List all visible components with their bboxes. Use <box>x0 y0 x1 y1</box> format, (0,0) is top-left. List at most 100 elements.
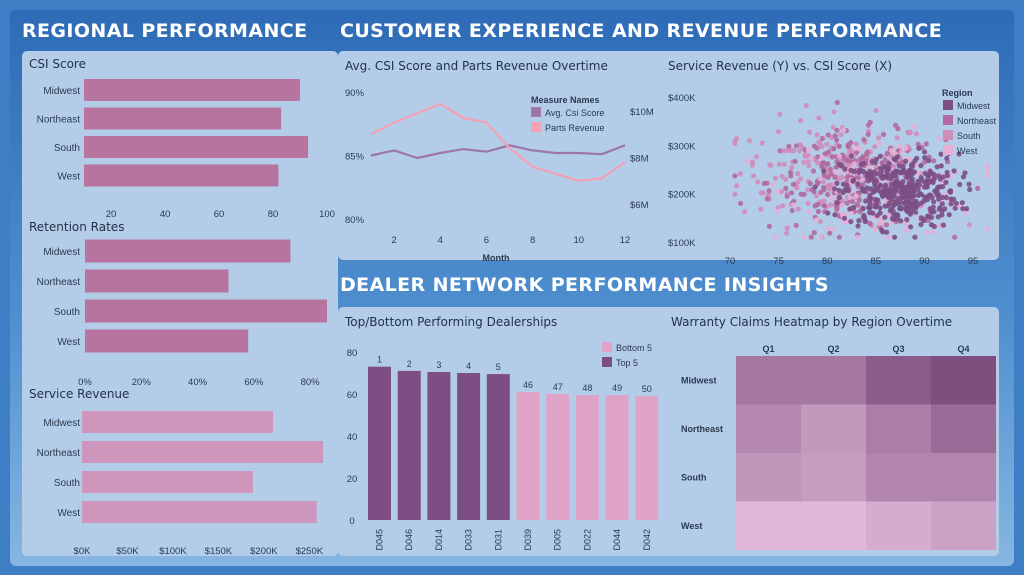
scatter-point-midwest <box>944 155 950 161</box>
scatter-point-northeast <box>925 217 931 223</box>
dealer-rank-6: 47 <box>553 382 563 392</box>
scatter-point-midwest <box>922 155 928 161</box>
scatter-x-tick-2: 80 <box>822 256 833 267</box>
scatter-point-northeast <box>821 187 827 193</box>
scatter-point-south <box>796 148 803 154</box>
dealer-y-tick-2: 40 <box>347 432 358 443</box>
heatmap-cell-1-0 <box>736 404 801 453</box>
scatter-point-midwest <box>821 168 827 174</box>
scatter-point-south <box>780 203 786 209</box>
service-bar-3 <box>82 501 317 523</box>
scatter-point-midwest <box>911 169 917 175</box>
scatter-legend-swatch-3 <box>943 145 953 155</box>
scatter-point-west <box>903 221 910 227</box>
scatter-point-midwest <box>891 216 897 222</box>
scatter-legend-swatch-1 <box>943 115 953 125</box>
scatter-point-midwest <box>936 192 942 198</box>
dealer-label-8: D044 <box>612 529 622 551</box>
scatter-point-midwest <box>948 201 954 207</box>
csi-label-3: West <box>57 172 80 183</box>
scatter-point-west <box>859 177 866 183</box>
scatter-point-south <box>772 175 779 181</box>
scatter-point-west <box>886 234 892 240</box>
scatter-point-midwest <box>891 156 897 162</box>
dealer-charts: 0 20 40 60 80 1 D045 2 D046 3 D014 4 D033 5 D031 46 D039… <box>347 342 996 551</box>
scatter-legend-label-0: Midwest <box>957 101 991 111</box>
scatter-point-west <box>924 229 930 235</box>
scatter-point-west <box>911 123 918 129</box>
scatter-point-south <box>751 173 757 179</box>
scatter-point-midwest <box>859 185 866 192</box>
scatter-point-midwest <box>908 209 914 215</box>
scatter-point-south <box>966 222 972 228</box>
scatter-point-midwest <box>890 193 896 199</box>
scatter-point-midwest <box>886 160 892 166</box>
heatmap-cell-2-3 <box>931 453 996 502</box>
scatter-point-northeast <box>865 131 871 137</box>
retention-tick-0: 0% <box>78 377 92 388</box>
dealer-panel: Top/Bottom Performing Dealerships Warran… <box>338 307 999 556</box>
scatter-point-northeast <box>761 180 767 187</box>
scatter-point-midwest <box>918 221 924 228</box>
scatter-point-south <box>795 206 801 212</box>
scatter-point-midwest <box>939 201 945 207</box>
scatter-point-midwest <box>890 203 897 209</box>
scatter-point-midwest <box>898 199 904 205</box>
heatmap-cell-2-0 <box>736 453 801 502</box>
scatter-point-midwest <box>900 191 906 197</box>
scatter-point-south <box>876 135 882 141</box>
scatter-point-west <box>791 202 797 208</box>
scatter-point-midwest <box>925 213 932 220</box>
scatter-point-south <box>905 129 911 135</box>
scatter-point-south <box>779 173 785 179</box>
scatter-point-northeast <box>854 202 860 208</box>
scatter-point-midwest <box>890 211 897 217</box>
dealer-y-tick-1: 20 <box>347 474 358 485</box>
customer-charts: 80% 85% 90% $6M $8M $10M 2 4 6 8 10 12 Month Measure … <box>345 88 997 267</box>
line-legend-swatch-0 <box>531 107 541 117</box>
scatter-legend-swatch-0 <box>943 100 953 110</box>
dealer-rank-0: 1 <box>377 355 382 365</box>
heatmap-cell-3-0 <box>736 501 801 550</box>
dealer-legend-label-0: Bottom 5 <box>616 343 652 353</box>
dealer-bar-3 <box>457 373 481 520</box>
scatter-point-midwest <box>903 158 909 164</box>
scatter-point-midwest <box>874 171 881 177</box>
scatter-point-midwest <box>894 212 901 218</box>
dealer-label-7: D022 <box>582 529 592 551</box>
scatter-point-midwest <box>836 161 842 167</box>
heatmap-col-3: Q4 <box>957 344 969 354</box>
retention-bar-2 <box>85 299 327 323</box>
scatter-point-west <box>852 145 859 152</box>
month-tick-1: 4 <box>438 235 443 246</box>
scatter-point-midwest <box>913 209 919 215</box>
scatter-point-midwest <box>893 187 899 193</box>
scatter-point-midwest <box>884 169 890 175</box>
scatter-point-midwest <box>893 168 899 174</box>
scatter-point-midwest <box>922 149 928 155</box>
csi-bar-3 <box>84 164 279 187</box>
scatter-point-northeast <box>801 191 807 198</box>
scatter-point-midwest <box>836 187 842 194</box>
scatter-point-west <box>818 234 824 240</box>
scatter-point-west <box>937 135 943 141</box>
scatter-point-northeast <box>834 99 840 105</box>
scatter-point-midwest <box>832 212 838 218</box>
retention-label-3: West <box>57 337 80 348</box>
scatter-point-midwest <box>956 151 962 157</box>
scatter-point-midwest <box>944 169 950 175</box>
scatter-point-south <box>783 176 789 183</box>
heatmap-row-3: West <box>681 521 702 531</box>
scatter-point-northeast <box>789 207 795 214</box>
scatter-point-northeast <box>828 171 834 177</box>
scatter-point-west <box>806 208 812 214</box>
scatter-point-south <box>806 163 812 169</box>
scatter-point-northeast <box>815 208 821 215</box>
month-tick-4: 10 <box>574 235 585 246</box>
scatter-point-northeast <box>811 143 818 149</box>
scatter-point-south <box>849 148 855 154</box>
scatter-point-northeast <box>834 206 840 212</box>
csi-axis-tick-0: 80% <box>345 215 365 226</box>
scatter-point-midwest <box>951 196 957 202</box>
scatter-point-midwest <box>921 217 927 224</box>
